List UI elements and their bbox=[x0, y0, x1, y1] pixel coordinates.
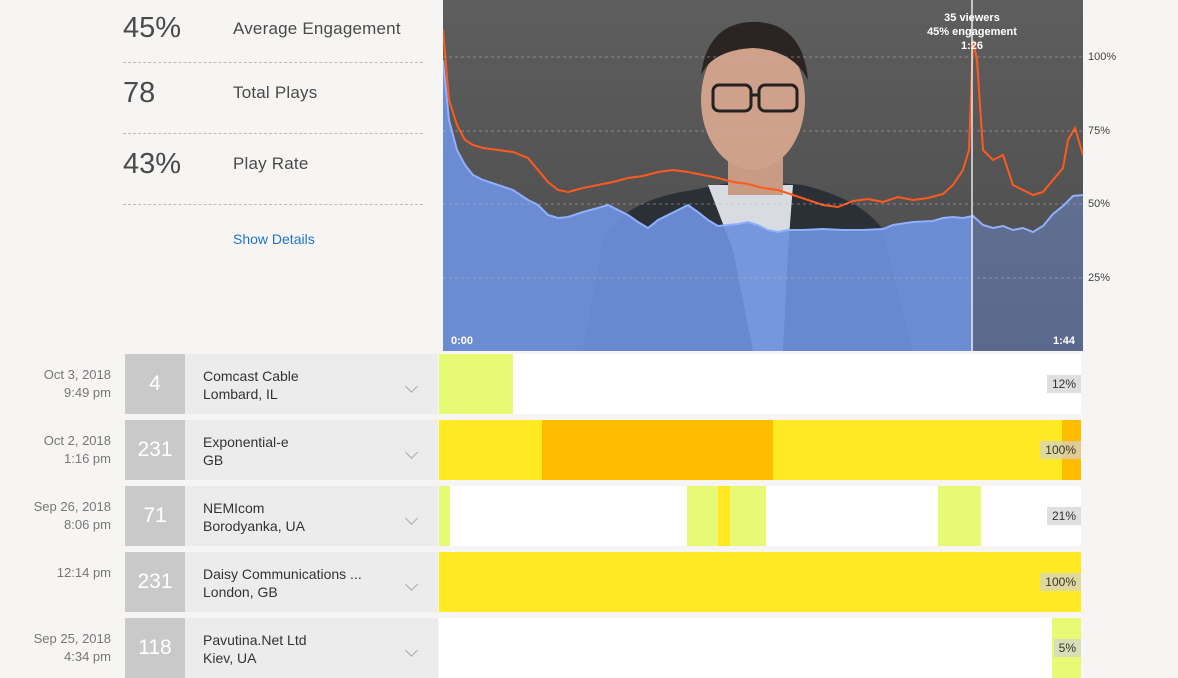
viewer-row[interactable]: Oct 3, 2018 9:49 pm 4 Comcast Cable Lomba… bbox=[0, 354, 1178, 414]
viewer-datetime: 12:14 pm bbox=[56, 565, 111, 580]
video-end-time: 1:44 bbox=[1052, 335, 1075, 347]
viewer-location: Kiev, UA bbox=[203, 650, 257, 666]
viewer-datetime: Sep 25, 2018 4:34 pm bbox=[33, 631, 111, 664]
viewer-percent: 21% bbox=[1046, 507, 1081, 525]
engagement-line bbox=[443, 59, 1083, 234]
viewer-row[interactable]: Oct 2, 2018 1:16 pm 231 Exponential-e GB … bbox=[0, 420, 1178, 480]
video-engagement-graph[interactable]: 35 viewers 45% engagement 1:26 0:00 1:44 bbox=[443, 0, 1083, 351]
engagement-area bbox=[443, 60, 973, 351]
viewer-percent: 12% bbox=[1046, 375, 1081, 393]
viewer-percent: 100% bbox=[1040, 573, 1081, 591]
viewer-heatmap: 5% bbox=[439, 618, 1081, 678]
viewer-heatmap: 12% bbox=[439, 354, 1081, 414]
viewer-percent: 5% bbox=[1053, 639, 1081, 657]
viewer-info[interactable]: Comcast Cable Lombard, IL bbox=[185, 354, 438, 414]
viewer-percent: 100% bbox=[1040, 441, 1081, 459]
viewer-datetime: Sep 26, 2018 8:06 pm bbox=[33, 499, 111, 532]
chevron-down-icon[interactable] bbox=[405, 512, 418, 525]
viewer-row[interactable]: 12:14 pm 231 Daisy Communications ... Lo… bbox=[0, 552, 1178, 612]
tooltip-time: 1:26 bbox=[960, 40, 984, 52]
viewer-info[interactable]: Daisy Communications ... London, GB bbox=[185, 552, 438, 612]
viewer-heatmap: 21% bbox=[439, 486, 1081, 546]
heatmap-segment bbox=[541, 420, 773, 480]
stat-play-rate: 43% Play Rate bbox=[123, 134, 423, 205]
y-tick: 50% bbox=[1088, 198, 1111, 210]
tooltip-viewers: 35 viewers bbox=[944, 12, 1000, 24]
viewer-info[interactable]: Exponential-e GB bbox=[185, 420, 438, 480]
stat-average-engagement: 45% Average Engagement bbox=[123, 0, 423, 63]
viewer-play-count: 231 bbox=[125, 552, 185, 612]
stat-label: Total Plays bbox=[233, 83, 318, 102]
heatmap-segment bbox=[938, 486, 982, 546]
engagement-chart bbox=[443, 0, 1083, 351]
chevron-down-icon[interactable] bbox=[405, 644, 418, 657]
heatmap-segment bbox=[439, 552, 1081, 612]
stat-value: 43% bbox=[123, 148, 182, 180]
viewer-name: Comcast Cable bbox=[203, 368, 299, 384]
viewer-row[interactable]: Sep 26, 2018 8:06 pm 71 NEMIcom Borodyank… bbox=[0, 486, 1178, 546]
chevron-down-icon[interactable] bbox=[405, 380, 418, 393]
stat-value: 45% bbox=[123, 12, 182, 44]
stat-label: Average Engagement bbox=[233, 19, 401, 38]
viewer-row[interactable]: Sep 25, 2018 4:34 pm 118 Pavutina.Net Ltd… bbox=[0, 618, 1178, 678]
engagement-area-after bbox=[973, 195, 1083, 351]
viewer-info[interactable]: NEMIcom Borodyanka, UA bbox=[185, 486, 438, 546]
viewer-play-count: 231 bbox=[125, 420, 185, 480]
heatmap-segment bbox=[718, 486, 730, 546]
y-tick: 100% bbox=[1088, 51, 1117, 63]
stat-value: 78 bbox=[123, 77, 156, 109]
playhead-tooltip: 35 viewers 45% engagement 1:26 bbox=[913, 11, 1031, 53]
y-axis: 100% 75% 50% 25% bbox=[1084, 0, 1154, 351]
y-tick: 75% bbox=[1088, 125, 1111, 137]
y-tick: 25% bbox=[1088, 272, 1111, 284]
viewer-name: Daisy Communications ... bbox=[203, 566, 362, 582]
tooltip-engagement: 45% engagement bbox=[927, 26, 1017, 38]
viewer-location: Lombard, IL bbox=[203, 386, 278, 402]
viewer-play-count: 71 bbox=[125, 486, 185, 546]
viewer-location: GB bbox=[203, 452, 224, 468]
viewer-location: London, GB bbox=[203, 584, 278, 600]
heatmap-segment bbox=[772, 420, 1062, 480]
viewer-datetime: Oct 3, 2018 9:49 pm bbox=[43, 367, 111, 400]
heatmap-segment bbox=[729, 486, 767, 546]
viewer-play-count: 118 bbox=[125, 618, 185, 678]
viewer-info[interactable]: Pavutina.Net Ltd Kiev, UA bbox=[185, 618, 438, 678]
viewer-datetime: Oct 2, 2018 1:16 pm bbox=[43, 433, 111, 466]
rewatch-line bbox=[443, 29, 1083, 209]
chevron-down-icon[interactable] bbox=[405, 578, 418, 591]
viewer-name: Pavutina.Net Ltd bbox=[203, 632, 307, 648]
viewer-heatmap: 100% bbox=[439, 420, 1081, 480]
video-start-time: 0:00 bbox=[451, 335, 474, 347]
heatmap-segment bbox=[439, 420, 542, 480]
chevron-down-icon[interactable] bbox=[405, 446, 418, 459]
show-details-link[interactable]: Show Details bbox=[233, 231, 315, 247]
heatmap-segment bbox=[687, 486, 719, 546]
stat-total-plays: 78 Total Plays bbox=[123, 63, 423, 134]
viewer-heatmap: 100% bbox=[439, 552, 1081, 612]
stat-label: Play Rate bbox=[233, 154, 309, 173]
stats-panel: 45% Average Engagement 78 Total Plays 43… bbox=[123, 0, 423, 205]
viewer-location: Borodyanka, UA bbox=[203, 518, 305, 534]
viewer-name: Exponential-e bbox=[203, 434, 289, 450]
viewer-name: NEMIcom bbox=[203, 500, 265, 516]
heatmap-segment bbox=[439, 354, 513, 414]
heatmap-segment bbox=[439, 486, 450, 546]
viewer-play-count: 4 bbox=[125, 354, 185, 414]
